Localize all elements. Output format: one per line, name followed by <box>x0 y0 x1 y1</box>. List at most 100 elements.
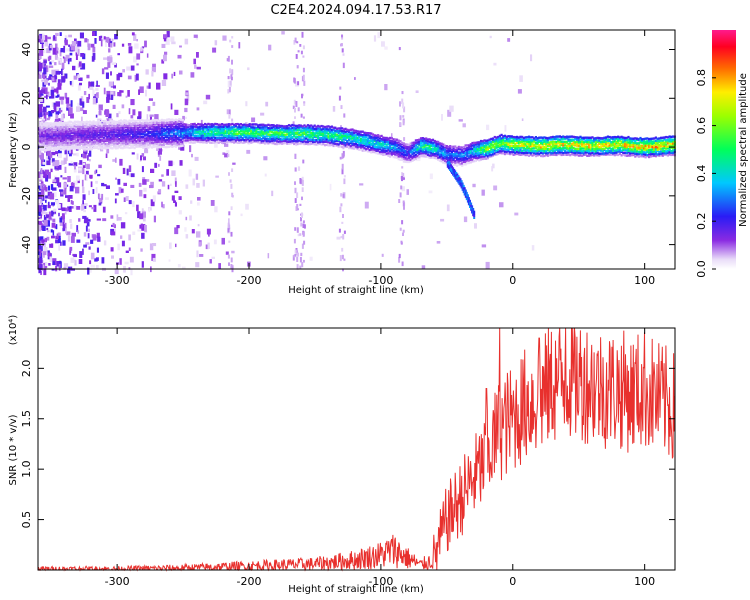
heatmap-cell <box>479 144 483 147</box>
heatmap-cell <box>612 136 615 139</box>
heatmap-cell <box>40 268 42 275</box>
heatmap-cell <box>90 147 93 151</box>
heatmap-cell <box>648 151 651 154</box>
heatmap-cell <box>632 153 635 157</box>
heatmap-cell <box>519 153 522 156</box>
heatmap-cell <box>479 146 483 150</box>
heatmap-cell <box>406 143 409 146</box>
heatmap-cell <box>73 162 78 167</box>
heatmap-cell <box>119 139 123 142</box>
heatmap-cell <box>63 123 66 127</box>
heatmap-cell <box>366 137 369 140</box>
heatmap-cell <box>173 144 176 148</box>
heatmap-cell <box>335 144 339 147</box>
heatmap-cell <box>54 211 56 214</box>
heatmap-cell <box>591 149 594 152</box>
heatmap-cell <box>188 134 191 137</box>
heatmap-cell <box>38 149 42 155</box>
heatmap-cell <box>363 144 366 147</box>
heatmap-cell <box>142 119 145 122</box>
heatmap-cell <box>253 134 256 138</box>
heatmap-cell <box>121 130 124 133</box>
heatmap-cell <box>474 148 477 151</box>
heatmap-cell <box>509 144 512 147</box>
heatmap-cell <box>610 151 613 154</box>
heatmap-cell <box>347 129 351 132</box>
heatmap-cell <box>173 128 176 131</box>
heatmap-cell <box>166 169 169 176</box>
heatmap-cell <box>462 156 465 159</box>
heatmap-cell <box>77 145 80 149</box>
heatmap-cell <box>83 138 87 141</box>
heatmap-cell <box>469 156 472 159</box>
heatmap-cell <box>515 141 519 145</box>
heatmap-cell <box>176 131 179 135</box>
heatmap-cell <box>471 141 474 145</box>
heatmap-cell <box>203 130 207 133</box>
heatmap-cell <box>301 127 304 130</box>
heatmap-cell <box>375 151 378 155</box>
heatmap-cell <box>433 146 436 149</box>
heatmap-cell <box>377 149 380 152</box>
heatmap-cell <box>406 160 409 164</box>
heatmap-cell <box>263 126 267 129</box>
heatmap-cell <box>301 132 304 136</box>
heatmap-cell <box>401 186 405 192</box>
heatmap-cell <box>221 136 224 140</box>
heatmap-cell <box>294 254 297 257</box>
heatmap-cell <box>299 142 303 145</box>
heatmap-cell <box>185 126 188 129</box>
heatmap-cell <box>656 137 659 140</box>
heatmap-cell <box>58 121 61 125</box>
heatmap-cell <box>428 138 431 141</box>
heatmap-cell <box>260 140 263 143</box>
heatmap-cell <box>606 147 609 150</box>
heatmap-cell <box>277 129 280 132</box>
heatmap-cell <box>217 141 220 144</box>
heatmap-cell <box>106 135 109 139</box>
heatmap-cell <box>661 145 664 148</box>
heatmap-cell <box>538 136 541 139</box>
heatmap-cell <box>517 153 520 156</box>
heatmap-cell <box>202 124 205 127</box>
heatmap-cell <box>57 57 61 61</box>
heatmap-cell <box>47 136 51 140</box>
heatmap-cell <box>53 140 56 144</box>
heatmap-cell <box>198 123 201 126</box>
heatmap-cell <box>128 146 131 150</box>
heatmap-cell <box>66 148 69 151</box>
heatmap-cell <box>593 145 596 148</box>
heatmap-cell <box>395 151 399 155</box>
heatmap-cell <box>390 151 393 154</box>
heatmap-cell <box>169 131 172 134</box>
heatmap-cell <box>553 142 556 145</box>
heatmap-cell <box>257 136 260 140</box>
heatmap-cell <box>107 146 111 149</box>
heatmap-cell <box>576 149 579 152</box>
heatmap-cell <box>569 150 572 154</box>
heatmap-cell <box>390 148 393 151</box>
heatmap-cell <box>63 130 66 134</box>
heatmap-cell <box>481 150 484 154</box>
heatmap-cell <box>150 146 153 149</box>
heatmap-cell <box>395 143 399 146</box>
heatmap-cell <box>550 149 553 152</box>
heatmap-cell <box>335 133 339 137</box>
heatmap-cell <box>188 136 191 139</box>
heatmap-cell <box>641 139 644 142</box>
heatmap-cell <box>406 150 409 153</box>
heatmap-cell <box>454 159 457 163</box>
heatmap-cell <box>517 136 520 139</box>
heatmap-cell <box>186 128 189 131</box>
heatmap-cell <box>54 175 57 179</box>
heatmap-cell <box>296 41 299 44</box>
heatmap-cell <box>636 137 639 140</box>
heatmap-cell <box>157 124 160 127</box>
heatmap-cell <box>629 143 632 147</box>
heatmap-cell <box>617 144 620 148</box>
heatmap-cell <box>660 139 663 142</box>
heatmap-cell <box>522 146 525 150</box>
heatmap-cell <box>89 131 92 134</box>
heatmap-cell <box>106 128 109 132</box>
heatmap-cell <box>188 124 191 127</box>
